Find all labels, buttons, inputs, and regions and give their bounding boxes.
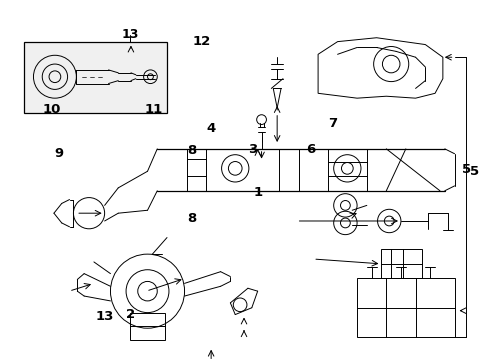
Text: 2: 2 [126, 308, 135, 321]
Text: 3: 3 [248, 143, 257, 156]
Text: 5: 5 [461, 163, 470, 176]
Bar [24, 42, 167, 113]
Text: 5: 5 [469, 165, 478, 178]
Text: 10: 10 [42, 103, 61, 116]
Bar [130, 312, 165, 340]
Bar [356, 279, 454, 337]
Text: 12: 12 [192, 35, 210, 48]
Bar [381, 249, 422, 279]
Text: 8: 8 [187, 144, 196, 157]
Text: 11: 11 [144, 103, 163, 116]
Text: 7: 7 [327, 117, 337, 130]
Text: 6: 6 [306, 143, 315, 156]
Text: 1: 1 [253, 186, 262, 199]
Text: 4: 4 [206, 122, 215, 135]
Text: 9: 9 [54, 147, 63, 160]
Text: 8: 8 [187, 212, 196, 225]
Text: 13: 13 [96, 310, 114, 323]
Text: 13: 13 [121, 28, 139, 41]
